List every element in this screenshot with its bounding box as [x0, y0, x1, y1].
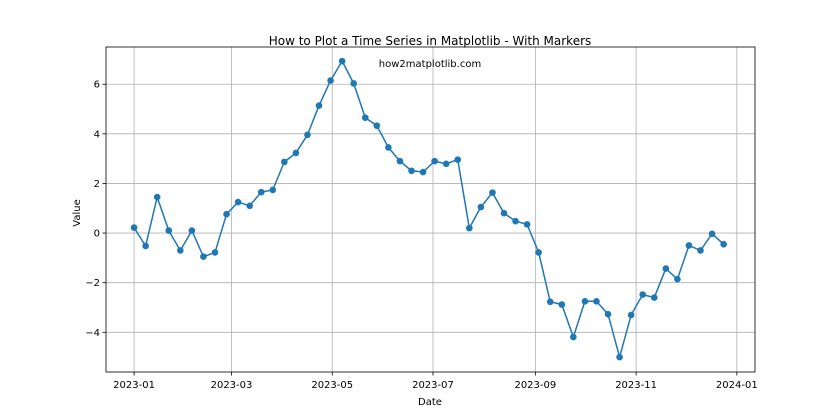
data-point	[466, 224, 473, 232]
data-point	[570, 333, 577, 341]
x-tick-label: 2023-05	[311, 380, 353, 391]
data-point	[627, 311, 635, 319]
x-tick-label: 2024-01	[716, 380, 758, 391]
data-point	[338, 57, 346, 65]
data-point	[165, 227, 173, 234]
data-point	[442, 160, 450, 168]
data-point	[581, 297, 589, 305]
data-point	[604, 310, 612, 318]
ticks: 2023-01 2023-03 2023-05 2023-07 2023-09 2023-…	[85, 80, 757, 391]
data-point	[616, 353, 623, 361]
data-point	[188, 227, 196, 234]
data-point	[535, 249, 542, 256]
data-point	[200, 253, 207, 260]
y-axis-label: Value	[72, 199, 83, 226]
data-point	[396, 157, 404, 165]
axes-frame	[105, 46, 756, 373]
data-point	[431, 157, 438, 165]
data-point	[281, 158, 288, 166]
data-point	[546, 298, 554, 306]
data-point	[593, 297, 600, 305]
watermark-annotation: how2matplotlib.com	[379, 59, 481, 70]
series-line-group	[130, 57, 727, 361]
data-point	[408, 167, 415, 175]
data-point	[523, 221, 531, 228]
x-tick-label: 2023-01	[113, 380, 155, 391]
data-point	[662, 265, 670, 272]
data-point	[269, 186, 277, 194]
x-tick-label: 2023-07	[412, 380, 454, 391]
data-point	[639, 291, 647, 298]
data-point	[177, 247, 184, 254]
data-point	[327, 77, 334, 84]
y-tick-label: 0	[94, 229, 100, 240]
data-point	[315, 102, 323, 109]
data-point	[153, 193, 161, 201]
data-point	[130, 224, 138, 231]
data-point	[304, 131, 311, 139]
x-tick-label: 2023-09	[514, 380, 556, 391]
data-point	[720, 240, 727, 248]
x-tick-label: 2023-03	[211, 380, 253, 391]
data-point	[292, 149, 300, 157]
data-point	[454, 156, 462, 163]
data-point	[512, 217, 519, 225]
data-point	[489, 189, 496, 196]
y-tick-label: 4	[94, 129, 100, 140]
data-point	[373, 122, 381, 129]
data-point	[500, 209, 508, 217]
data-point	[697, 247, 704, 254]
data-point	[650, 294, 658, 301]
y-tick-label: 2	[94, 179, 100, 190]
data-point	[558, 301, 566, 308]
y-tick-label: 6	[94, 80, 100, 91]
data-point	[685, 242, 693, 249]
x-tick-label: 2023-11	[615, 380, 657, 391]
data-point	[223, 210, 230, 218]
data-point	[674, 275, 681, 283]
grid	[106, 47, 755, 372]
data-point	[142, 242, 149, 250]
data-point	[708, 230, 716, 238]
y-tick-label: −4	[85, 328, 100, 339]
data-point	[361, 114, 369, 122]
y-tick-label: −2	[85, 278, 100, 289]
x-axis-label: Date	[418, 397, 442, 408]
data-point	[419, 168, 427, 176]
data-point	[385, 144, 392, 151]
chart-title: How to Plot a Time Series in Matplotlib …	[269, 34, 592, 48]
data-point	[234, 198, 242, 206]
data-point	[477, 203, 485, 211]
data-point	[350, 80, 358, 87]
data-point	[246, 202, 253, 210]
data-point	[211, 249, 219, 256]
series-line	[133, 60, 725, 358]
data-point	[257, 188, 265, 196]
